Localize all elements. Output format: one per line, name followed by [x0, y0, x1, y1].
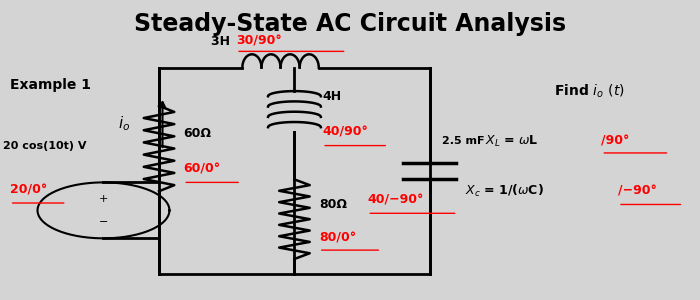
- Text: 40/90°: 40/90°: [322, 126, 368, 139]
- Text: 60/0°: 60/0°: [183, 163, 220, 176]
- Text: 20/0°: 20/0°: [10, 183, 47, 196]
- Text: $X_L$ = $\omega$L: $X_L$ = $\omega$L: [485, 134, 539, 149]
- Text: 4H: 4H: [322, 91, 342, 103]
- Text: 30/90°: 30/90°: [236, 34, 282, 48]
- Text: 3H: 3H: [211, 34, 235, 48]
- Text: Example 1: Example 1: [10, 78, 91, 92]
- Text: 80Ω: 80Ω: [318, 198, 346, 211]
- Text: +: +: [99, 194, 108, 204]
- Text: $X_c$ = 1/($\omega$C): $X_c$ = 1/($\omega$C): [465, 183, 545, 199]
- Text: /90°: /90°: [601, 135, 630, 148]
- Text: Find $i_o$ $(t)$: Find $i_o$ $(t)$: [554, 82, 625, 100]
- Text: −: −: [99, 217, 108, 226]
- Text: 60Ω: 60Ω: [183, 127, 211, 140]
- Text: $i_o$: $i_o$: [118, 114, 130, 133]
- Text: 2.5 mF: 2.5 mF: [442, 136, 485, 146]
- Text: Steady-State AC Circuit Analysis: Steady-State AC Circuit Analysis: [134, 12, 566, 36]
- Text: /−90°: /−90°: [618, 185, 657, 198]
- Text: 40/−90°: 40/−90°: [368, 194, 424, 207]
- Text: 20 cos(10t) V: 20 cos(10t) V: [3, 141, 86, 151]
- Text: 80/0°: 80/0°: [318, 232, 356, 245]
